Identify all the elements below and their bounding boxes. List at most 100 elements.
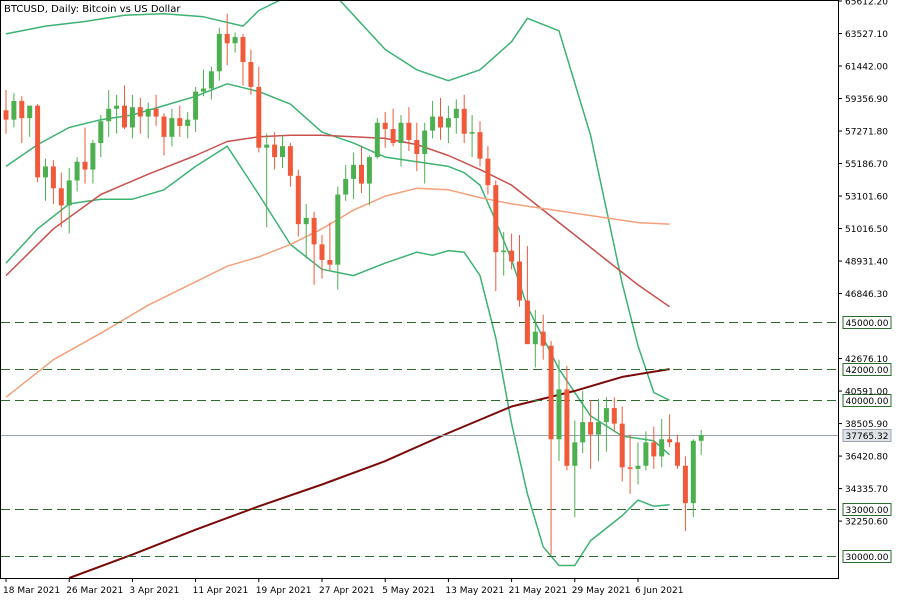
candle xyxy=(114,94,120,134)
y-tick-label: 57271.80 xyxy=(845,128,888,138)
candle-body xyxy=(453,108,459,119)
candle xyxy=(264,133,270,228)
candle xyxy=(430,100,436,139)
candle-body xyxy=(359,164,364,184)
candle xyxy=(366,155,372,206)
candle xyxy=(596,398,601,462)
candle-body xyxy=(169,118,175,137)
candle-body xyxy=(564,389,570,466)
x-tick-label: 3 Apr 2021 xyxy=(129,586,179,596)
candle xyxy=(185,111,191,139)
level-label: 45000.00 xyxy=(846,319,889,329)
candle xyxy=(319,235,325,279)
candle-body xyxy=(509,250,515,262)
candle-body xyxy=(295,175,301,225)
candle xyxy=(359,146,364,193)
x-tick-label: 5 May 2021 xyxy=(382,586,435,596)
candle-body xyxy=(193,91,199,120)
level-label-box xyxy=(842,394,892,407)
chart-title: BTCUSD, Daily: Bitcoin vs US Dollar xyxy=(4,4,181,15)
y-tick-label: 36420.80 xyxy=(845,453,888,463)
candle xyxy=(619,406,625,482)
candle xyxy=(50,160,56,204)
candle-body xyxy=(485,158,491,186)
candle-body xyxy=(161,116,167,137)
candle xyxy=(690,439,696,518)
candle-body xyxy=(11,100,17,120)
moving-average-200-line xyxy=(68,368,670,579)
candle-body xyxy=(461,108,467,134)
y-tick-label: 42676.10 xyxy=(845,355,888,365)
candle xyxy=(382,111,388,148)
candle xyxy=(90,139,96,184)
candle-body xyxy=(651,442,657,457)
candle-body xyxy=(185,119,191,126)
moving-average-50-line xyxy=(5,134,671,308)
candle-body xyxy=(596,422,601,435)
candle xyxy=(43,158,48,201)
y-tick-label: 32250.60 xyxy=(845,518,888,528)
candle-body xyxy=(382,122,388,130)
candle-body xyxy=(627,467,633,469)
candle xyxy=(240,33,246,86)
candle xyxy=(129,94,135,139)
candle-body xyxy=(532,331,538,345)
candle xyxy=(66,167,72,234)
candle-body xyxy=(548,345,554,440)
candle xyxy=(414,122,420,172)
candle xyxy=(137,97,143,134)
candle xyxy=(532,309,538,368)
candle-body xyxy=(106,108,112,122)
candle-body xyxy=(216,33,222,72)
candle xyxy=(272,132,278,170)
candle xyxy=(177,105,183,137)
candle xyxy=(256,66,262,153)
candle-body xyxy=(556,389,562,440)
candle xyxy=(216,27,222,81)
candle-body xyxy=(114,105,120,109)
candle-body xyxy=(524,300,530,345)
candle-body xyxy=(137,107,143,117)
candle-body xyxy=(240,37,246,62)
candle xyxy=(374,118,380,159)
candle-body xyxy=(327,259,333,265)
candle xyxy=(651,426,657,469)
candle-body xyxy=(303,217,309,225)
candle-body xyxy=(335,194,341,265)
candle xyxy=(635,442,641,485)
candle xyxy=(588,400,594,469)
level-label-box xyxy=(842,503,892,516)
candle-body xyxy=(35,105,41,178)
candle-body xyxy=(580,422,586,443)
candle xyxy=(58,172,64,228)
x-tick-label: 27 Apr 2021 xyxy=(319,586,375,596)
candle xyxy=(303,203,309,259)
candle-body xyxy=(311,217,317,245)
level-label: 30000.00 xyxy=(846,553,889,563)
candle xyxy=(343,164,349,201)
y-tick-label: 65612.20 xyxy=(845,0,888,8)
candle-body xyxy=(208,71,214,89)
candle xyxy=(145,102,151,139)
candle xyxy=(153,94,159,126)
candle-body xyxy=(264,144,270,148)
candle xyxy=(161,113,167,156)
candle-body xyxy=(248,61,254,87)
horizontal-levels: 45000.00 42000.00 40000.00 33000.00 30000.00… xyxy=(1,316,892,563)
x-tick-label: 19 Apr 2021 xyxy=(256,586,312,596)
candle-body xyxy=(659,439,665,457)
candle-body xyxy=(366,157,372,184)
candle xyxy=(295,169,301,237)
candle-body xyxy=(58,188,64,206)
candle xyxy=(82,127,88,184)
candle-body xyxy=(603,408,609,423)
candle xyxy=(74,157,80,192)
candle-body xyxy=(698,435,704,441)
candle-body xyxy=(232,37,238,44)
candle-body xyxy=(153,108,159,117)
candle-body xyxy=(438,116,443,128)
y-tick-label: 51016.50 xyxy=(845,225,888,235)
y-tick-label: 46846.30 xyxy=(845,290,888,300)
candle-body xyxy=(319,244,325,260)
